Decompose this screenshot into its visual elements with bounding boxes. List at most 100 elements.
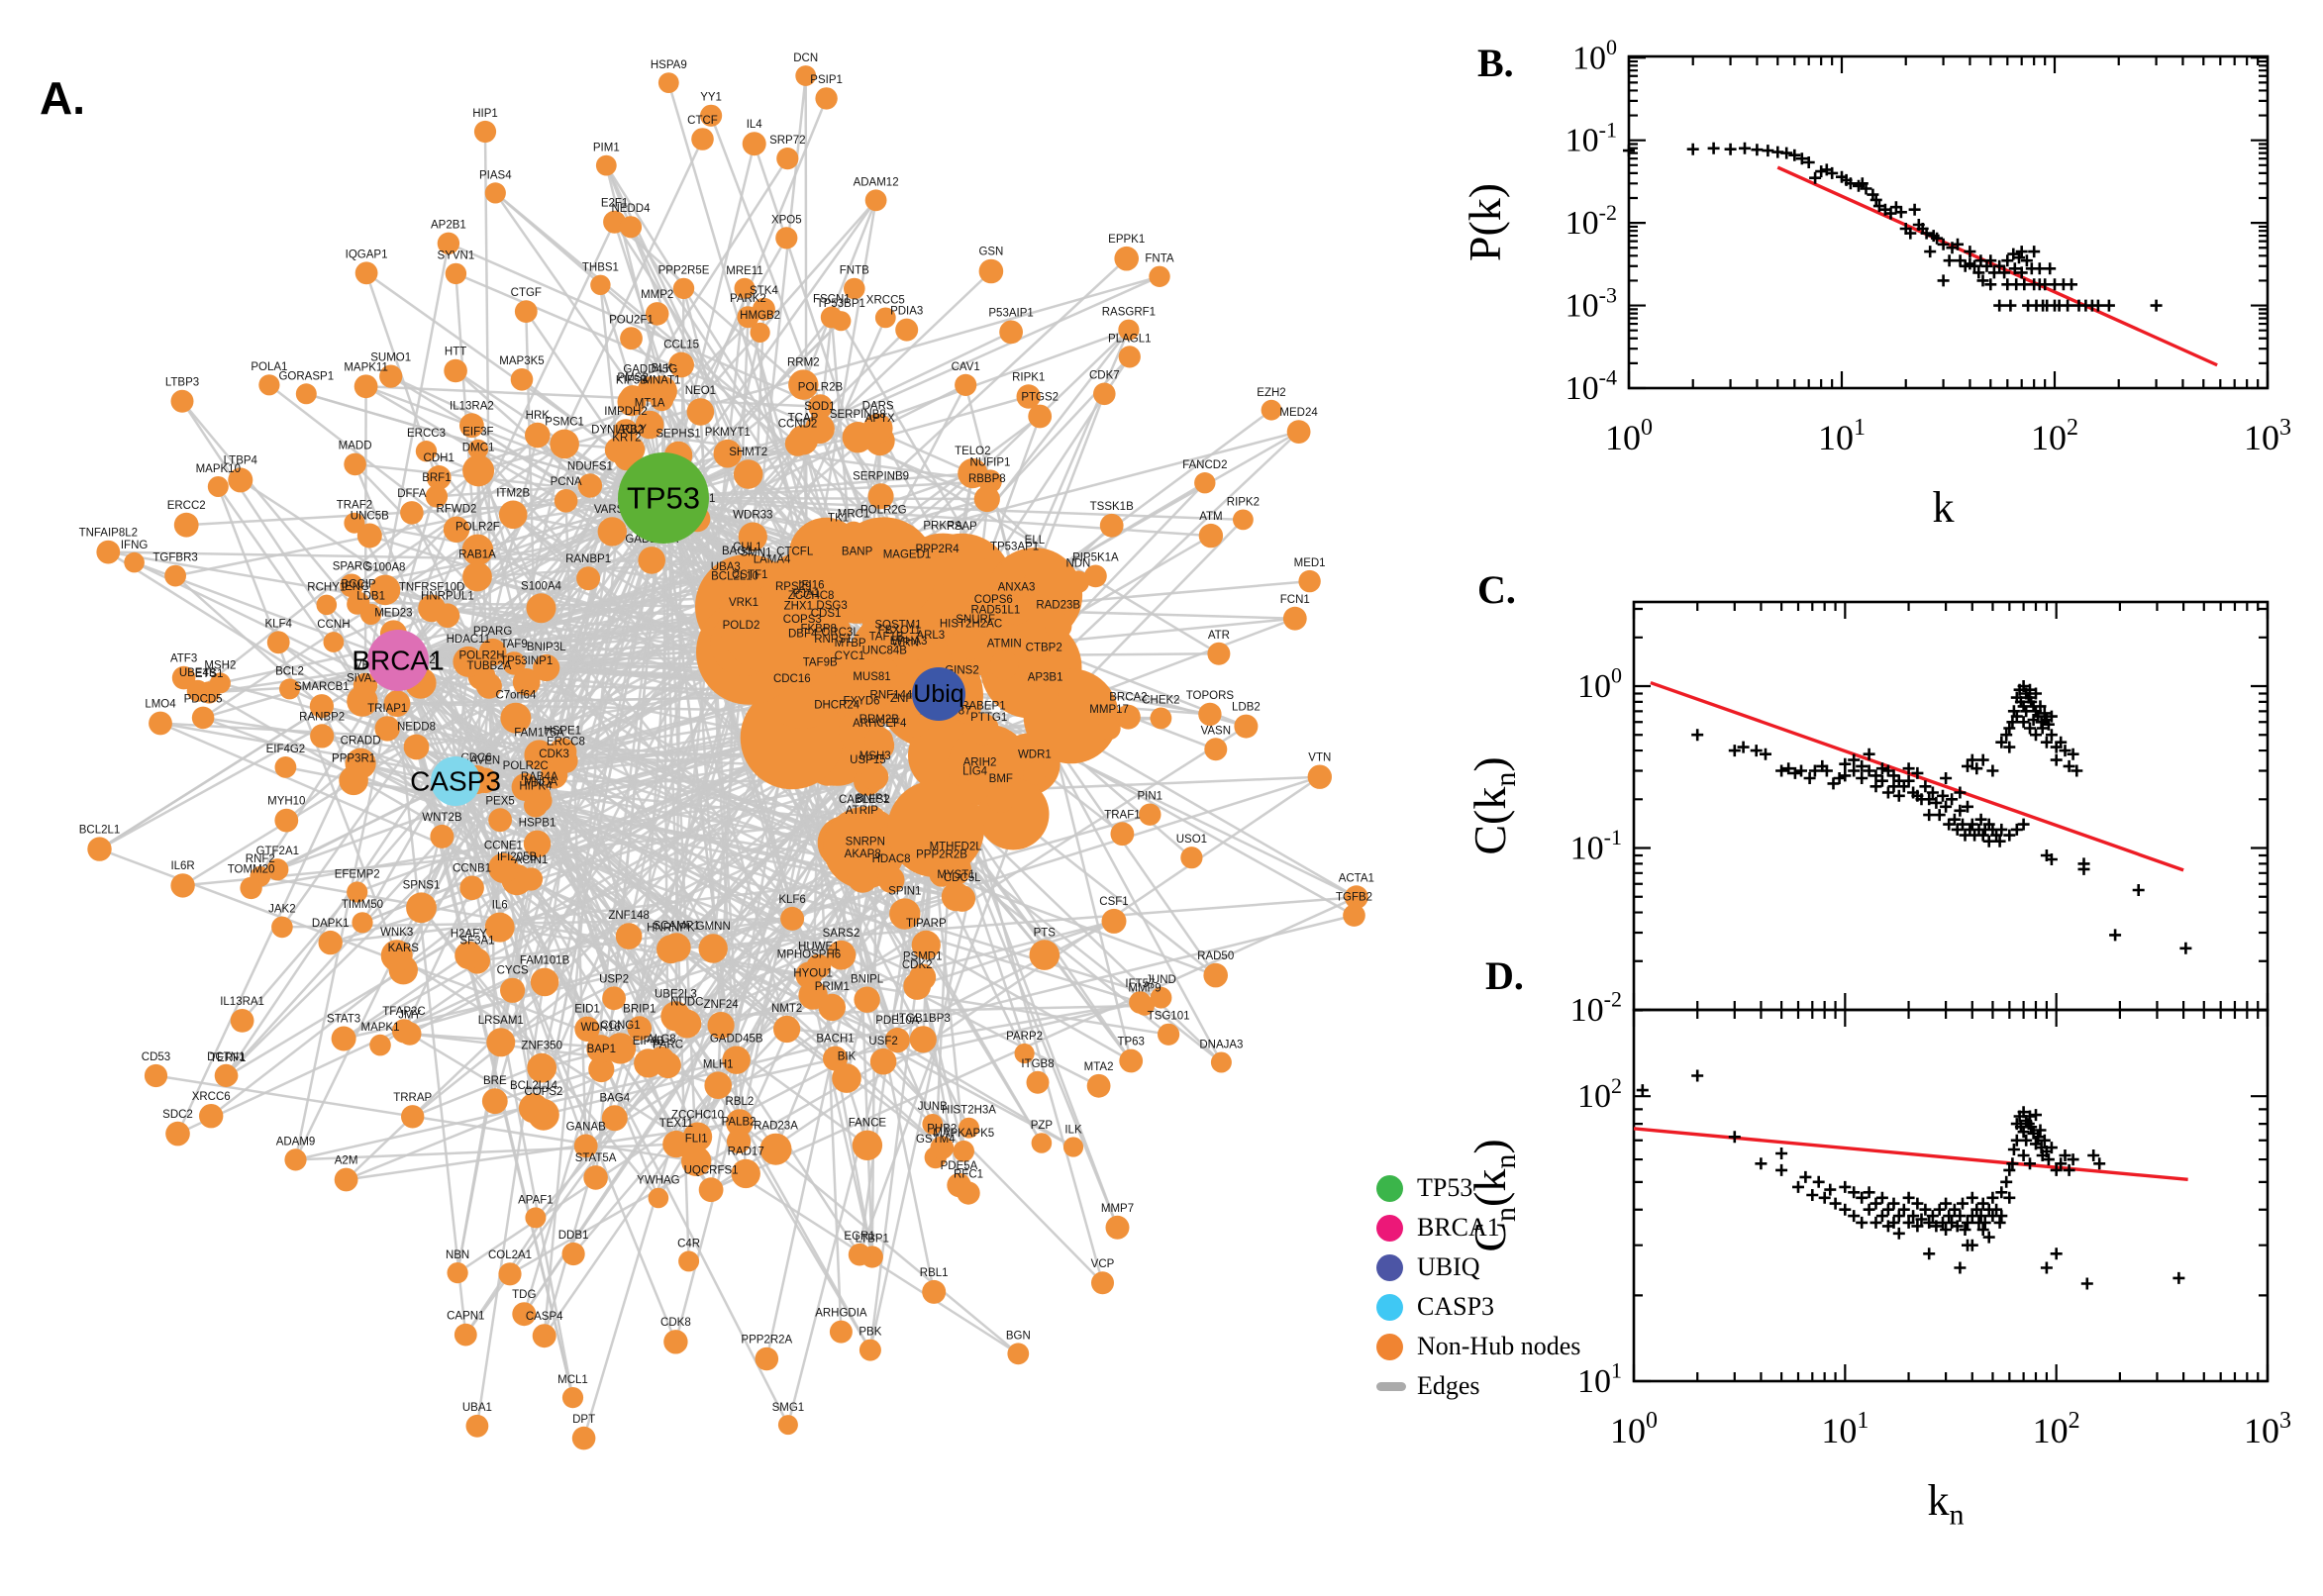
gene-label: PIP5K1A [1072, 552, 1119, 564]
network-node [1198, 523, 1224, 549]
gene-label: CYC1 [835, 650, 865, 662]
network-node [619, 385, 647, 413]
gene-label: PDCD5 [184, 694, 223, 706]
network-node [1062, 1137, 1084, 1157]
network-node [484, 182, 506, 204]
network-node [207, 476, 229, 497]
x-tick-label: 103 [2244, 415, 2291, 457]
network-node [459, 875, 484, 901]
network-node [601, 1105, 628, 1132]
network-edge [532, 606, 749, 1109]
network-edge [938, 692, 1358, 899]
network-node [775, 227, 798, 249]
network-node [967, 713, 999, 746]
gene-label: IMPDH2 [604, 406, 647, 418]
network-node [1110, 822, 1135, 847]
network-node [707, 1012, 735, 1040]
gene-label: MAP3K5 [499, 355, 544, 367]
network-edge [710, 896, 1358, 1191]
network-node [170, 389, 194, 413]
network-node [514, 300, 538, 323]
gene-label: NDUFS1 [567, 460, 613, 472]
gene-label: MRE11 [726, 265, 763, 277]
x-tick-label: 102 [2031, 415, 2078, 457]
gene-label: RBL1 [920, 1267, 949, 1279]
network-node [279, 678, 300, 700]
network-node [962, 778, 988, 804]
gene-label: XRCC6 [192, 1091, 231, 1103]
gene-label: NMT2 [771, 1003, 802, 1015]
gene-label: HIP1 [472, 108, 498, 120]
network-node [1116, 704, 1141, 730]
network-node [620, 327, 643, 350]
gene-label: BCL2L10 [711, 571, 758, 583]
network-node [344, 452, 366, 476]
gene-label: TCAP [788, 412, 819, 424]
network-node [400, 501, 424, 525]
hub-label-ubiq: Ubiq [913, 680, 963, 708]
gene-label: WRN [892, 638, 919, 649]
network-node [354, 261, 378, 285]
legend-label: Edges [1417, 1371, 1480, 1400]
network-node [854, 986, 880, 1013]
gene-label: PRIM1 [815, 981, 850, 993]
network-edge [675, 1004, 1146, 1018]
gene-label: EID1 [574, 1004, 600, 1016]
gene-label: PSAP [947, 521, 977, 533]
panel-c-label: C. [1477, 567, 1516, 612]
network-node [726, 1109, 754, 1137]
network-node [445, 262, 467, 285]
network-node [864, 727, 894, 755]
network-node [759, 1133, 792, 1165]
network-node [922, 556, 953, 586]
network-edge [395, 497, 665, 956]
gene-label: BAG3 [722, 546, 753, 557]
gene-label: FANCD2 [1182, 459, 1227, 471]
network-node [1298, 569, 1321, 593]
gene-label: HYOU1 [793, 967, 833, 979]
gene-label: IQGAP1 [346, 249, 388, 261]
network-node [554, 748, 578, 773]
gene-label: MMP7 [1101, 1203, 1134, 1215]
x-tick-label: 101 [1818, 415, 1866, 457]
network-node [1129, 991, 1152, 1014]
network-node [648, 1187, 669, 1209]
y-tick-label: 100 [1572, 35, 1617, 76]
network-node [437, 232, 460, 254]
gene-label: IL4 [747, 119, 763, 131]
gene-label: SNRPN [846, 836, 885, 848]
gene-label: UBE4B [179, 667, 217, 679]
network-node [347, 881, 368, 903]
gene-label: RAB4A [521, 771, 558, 783]
gene-label: NDN [1065, 557, 1090, 569]
gene-label: FCN1 [1280, 594, 1310, 606]
network-node [124, 551, 145, 573]
network-edge [409, 1033, 535, 1110]
gene-label: FNTB [840, 265, 869, 277]
gene-label: RCHY1 [307, 582, 346, 594]
gene-label: LMO4 [145, 699, 176, 711]
gene-label: BAG4 [599, 1092, 630, 1104]
gene-label: ATF3 [170, 653, 197, 665]
gene-label: CUL1 [733, 542, 761, 553]
gene-label: MPHOSPH6 [777, 949, 842, 961]
gene-label: RAD50 [1197, 950, 1234, 962]
network-node [465, 1414, 489, 1438]
network-edge [670, 895, 1357, 950]
gene-label: GANAB [566, 1122, 607, 1134]
gene-label: SMN1 [741, 547, 772, 558]
gene-label: PZP [1031, 1120, 1054, 1132]
y-tick-label: 10-3 [1566, 282, 1617, 324]
gene-label: DDB1 [558, 1230, 589, 1242]
network-node [418, 594, 446, 623]
gene-label: ADAM12 [854, 176, 899, 188]
network-node [663, 1330, 688, 1354]
gene-label: HNRPUL1 [421, 590, 474, 602]
network-node [1000, 553, 1029, 582]
network-node [144, 1063, 168, 1088]
network-node [462, 454, 495, 487]
network-node [453, 646, 484, 677]
network-node [191, 706, 215, 730]
gene-label: CCNB1 [453, 863, 491, 875]
gene-label: RAD23A [754, 1121, 798, 1133]
